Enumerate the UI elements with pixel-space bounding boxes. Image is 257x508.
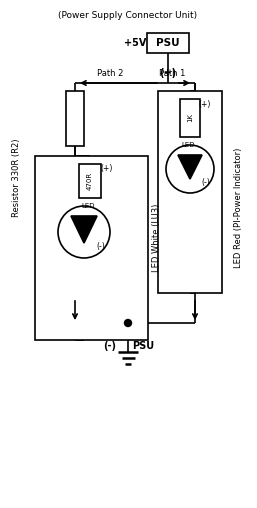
- Bar: [180, 99, 200, 137]
- Text: 1K: 1K: [187, 113, 193, 122]
- Text: (-): (-): [202, 177, 210, 186]
- Bar: [35, 156, 148, 340]
- Text: LED White (LU3): LED White (LU3): [152, 204, 161, 272]
- Text: (+): (+): [101, 165, 113, 174]
- Text: LED: LED: [181, 142, 195, 148]
- Text: LED: LED: [81, 203, 95, 209]
- Polygon shape: [178, 155, 202, 179]
- Bar: [79, 164, 101, 198]
- Circle shape: [124, 320, 132, 327]
- Text: (-): (-): [104, 341, 116, 351]
- Text: +5V: +5V: [124, 38, 146, 48]
- Text: PSU: PSU: [132, 341, 154, 351]
- Text: (+): (+): [199, 100, 211, 109]
- Text: PSU: PSU: [156, 38, 180, 48]
- Text: (Power Supply Connector Unit): (Power Supply Connector Unit): [58, 12, 198, 20]
- Text: Path 2: Path 2: [97, 70, 123, 79]
- Text: (-): (-): [97, 242, 105, 251]
- Bar: [66, 91, 84, 146]
- Text: Resistor 330R (R2): Resistor 330R (R2): [13, 139, 22, 217]
- Polygon shape: [71, 216, 97, 243]
- Text: (+): (+): [159, 68, 177, 78]
- Text: 470R: 470R: [87, 172, 93, 190]
- Text: Path 1: Path 1: [159, 70, 185, 79]
- Bar: [158, 91, 222, 293]
- Bar: [147, 33, 189, 53]
- Text: LED Red (PI-Power Indicator): LED Red (PI-Power Indicator): [234, 148, 243, 268]
